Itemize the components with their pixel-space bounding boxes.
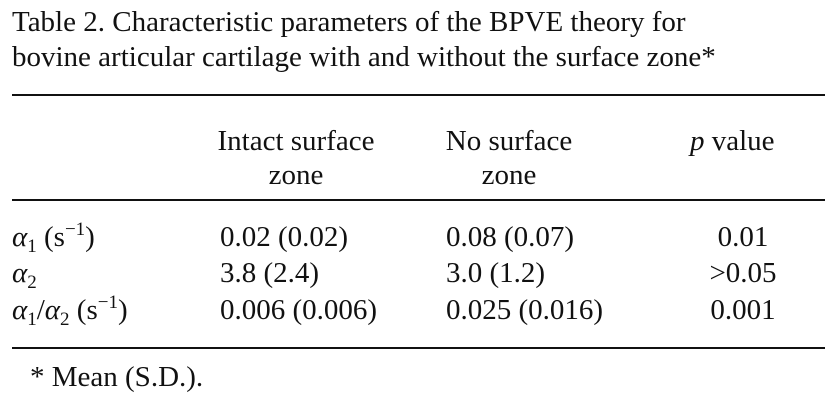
table-row: α1 (s−1) <box>12 219 95 257</box>
param-subscript: 1 <box>27 236 37 257</box>
header-intact-line-2: zone <box>268 159 324 191</box>
param-unit-close: ) <box>85 221 95 253</box>
cell-intact: 3.8 (2.4) <box>220 257 320 289</box>
mid-rule <box>12 199 825 201</box>
header-intact-line-1: Intact surface <box>217 125 375 157</box>
cell-no-surface: 0.025 (0.016) <box>446 294 604 326</box>
param-unit-exponent: −1 <box>64 219 86 240</box>
param-unit-close: ) <box>117 294 128 326</box>
header-intact: Intact surface zone <box>206 124 386 192</box>
cell-p-value: 0.001 <box>710 294 776 326</box>
top-rule <box>12 94 825 96</box>
cell-p-value: 0.01 <box>717 221 769 253</box>
cell-intact: 0.02 (0.02) <box>220 221 349 253</box>
header-no-surface-line-2: zone <box>481 159 537 191</box>
table-caption: Table 2. Characteristic parameters of th… <box>12 5 832 75</box>
header-p-value: p value <box>690 124 775 158</box>
param-symbol: α <box>12 257 28 289</box>
table-row: α1/α2 (s−1) <box>12 292 128 330</box>
param-symbol-2: α <box>44 294 61 326</box>
param-subscript: 2 <box>27 272 37 293</box>
param-unit-open: (s <box>36 221 65 253</box>
caption-line-2: bovine articular cartilage with and with… <box>12 41 716 73</box>
footnote: * Mean (S.D.). <box>30 361 204 393</box>
cell-no-surface: 0.08 (0.07) <box>446 221 575 253</box>
header-no-surface: No surface zone <box>434 124 584 192</box>
param-unit-exponent: −1 <box>97 292 118 313</box>
table-row: α2 <box>12 256 37 293</box>
param-subscript-2: 2 <box>60 309 70 330</box>
bottom-rule <box>12 347 825 349</box>
param-symbol: α <box>12 294 28 326</box>
cell-p-value: >0.05 <box>709 257 777 289</box>
header-no-surface-line-1: No surface <box>445 125 573 157</box>
header-p-symbol: p <box>690 125 705 157</box>
param-unit-open: (s <box>69 294 98 326</box>
caption-line-1: Table 2. Characteristic parameters of th… <box>12 6 686 38</box>
param-slash: / <box>36 294 45 326</box>
param-symbol: α <box>12 221 28 253</box>
cell-no-surface: 3.0 (1.2) <box>446 257 546 289</box>
header-p-text: value <box>704 125 775 157</box>
cell-intact: 0.006 (0.006) <box>220 294 378 326</box>
param-subscript: 1 <box>27 309 37 330</box>
